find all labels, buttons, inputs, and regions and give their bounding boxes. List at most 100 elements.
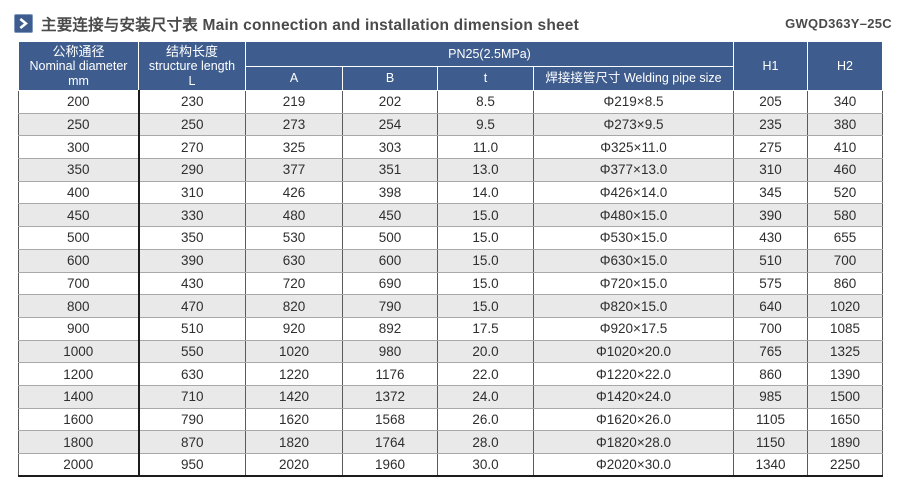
table-cell: 235 [733,112,808,137]
table-cell: 1620 [245,407,343,432]
table-cell: 17.5 [437,316,534,341]
table-cell: Φ1020×20.0 [533,339,734,364]
table-cell: 1085 [807,316,883,341]
table-cell: Φ720×15.0 [533,271,734,296]
table-cell: 950 [138,453,246,478]
table-cell: 426 [245,180,343,205]
table-cell: 24.0 [437,384,534,409]
table-cell: 1800 [18,430,140,454]
table-cell: 340 [807,90,883,114]
table-cell: 1200 [18,362,140,386]
table-row: 2000 950 2020 1960 30.0 Φ2020×30.0 1340 2250 [18,453,883,478]
table-cell: Φ920×17.5 [533,316,734,341]
table-cell: Φ1820×28.0 [533,430,734,454]
table-cell: 1020 [245,339,343,364]
table-cell: 790 [342,294,438,318]
table-body: 200 230 219 202 8.5 Φ219×8.5 205 340 250 250 273 25… [18,90,883,478]
table-cell: Φ377×13.0 [533,158,734,182]
table-cell: 310 [138,180,246,205]
col-header-b: B [342,66,438,91]
table-row: 200 230 219 202 8.5 Φ219×8.5 205 340 [18,90,883,114]
table-cell: 410 [807,135,883,160]
table-cell: 250 [138,112,246,137]
table-cell: 330 [138,203,246,228]
col-header-pn-group: PN25(2.5MPa) [245,41,734,67]
table-cell: 351 [342,158,438,182]
table-cell: 450 [18,203,140,228]
table-cell: Φ1420×24.0 [533,384,734,409]
table-cell: Φ273×9.5 [533,112,734,137]
table-cell: 500 [342,226,438,250]
table-cell: 1390 [807,362,883,386]
table-cell: 790 [138,407,246,432]
col-header-nominal-diameter: 公称通径 Nominal diameter mm [18,41,139,91]
table-cell: 219 [245,90,343,114]
table-cell: 273 [245,112,343,137]
title-group: 主要连接与安装尺寸表 Main connection and installat… [14,13,579,35]
table-cell: 310 [733,158,808,182]
table-cell: 398 [342,180,438,205]
table-cell: 1500 [807,384,883,409]
table-cell: 892 [342,316,438,341]
table-cell: 1960 [342,453,438,478]
table-cell: 290 [138,158,246,182]
table-cell: 9.5 [437,112,534,137]
table-cell: 230 [138,90,246,114]
table-cell: 630 [138,362,246,386]
table-cell: 205 [733,90,808,114]
table-cell: 985 [733,384,808,409]
table-cell: 430 [733,226,808,250]
table-cell: 350 [138,226,246,250]
table-cell: 1105 [733,407,808,432]
table-cell: 15.0 [437,248,534,273]
table-cell: 820 [245,294,343,318]
table-cell: 202 [342,90,438,114]
table-cell: 530 [245,226,343,250]
table-cell: Φ325×11.0 [533,135,734,160]
table-cell: 15.0 [437,203,534,228]
table-row: 250 250 273 254 9.5 Φ273×9.5 235 380 [18,112,883,137]
table-cell: 500 [18,226,140,250]
table-cell: 510 [138,316,246,341]
table-row: 350 290 377 351 13.0 Φ377×13.0 310 460 [18,158,883,182]
table-cell: Φ820×15.0 [533,294,734,318]
table-cell: 15.0 [437,294,534,318]
table-cell: 15.0 [437,226,534,250]
table-cell: 1150 [733,430,808,454]
table-cell: 600 [18,248,140,273]
table-row: 1600 790 1620 1568 26.0 Φ1620×26.0 1105 1650 [18,407,883,432]
table-cell: 390 [138,248,246,273]
table-cell: Φ480×15.0 [533,203,734,228]
table-cell: 1325 [807,339,883,364]
table-cell: Φ1220×22.0 [533,362,734,386]
table-row: 400 310 426 398 14.0 Φ426×14.0 345 520 [18,180,883,205]
table-cell: 690 [342,271,438,296]
table-cell: 1340 [733,453,808,478]
chevron-right-icon [14,14,33,33]
table-cell: 1820 [245,430,343,454]
col-header-nominal-en: Nominal diameter [29,58,128,73]
table-cell: 1000 [18,339,140,364]
table-cell: Φ530×15.0 [533,226,734,250]
table-row: 500 350 530 500 15.0 Φ530×15.0 430 655 [18,226,883,250]
table-cell: 1420 [245,384,343,409]
table-cell: Φ630×15.0 [533,248,734,273]
table-cell: 1600 [18,407,140,432]
col-header-t: t [437,66,534,91]
table-cell: 2020 [245,453,343,478]
table-row: 700 430 720 690 15.0 Φ720×15.0 575 860 [18,271,883,296]
table-cell: 430 [138,271,246,296]
table-cell: Φ1620×26.0 [533,407,734,432]
table-cell: 575 [733,271,808,296]
table-cell: 270 [138,135,246,160]
table-cell: 640 [733,294,808,318]
table-cell: 720 [245,271,343,296]
table-cell: 450 [342,203,438,228]
col-header-length-zh: 结构长度 [165,43,218,59]
table-cell: 300 [18,135,140,160]
table-cell: 8.5 [437,90,534,114]
table-row: 1000 550 1020 980 20.0 Φ1020×20.0 765 1325 [18,339,883,364]
table-cell: 1176 [342,362,438,386]
table-cell: 510 [733,248,808,273]
